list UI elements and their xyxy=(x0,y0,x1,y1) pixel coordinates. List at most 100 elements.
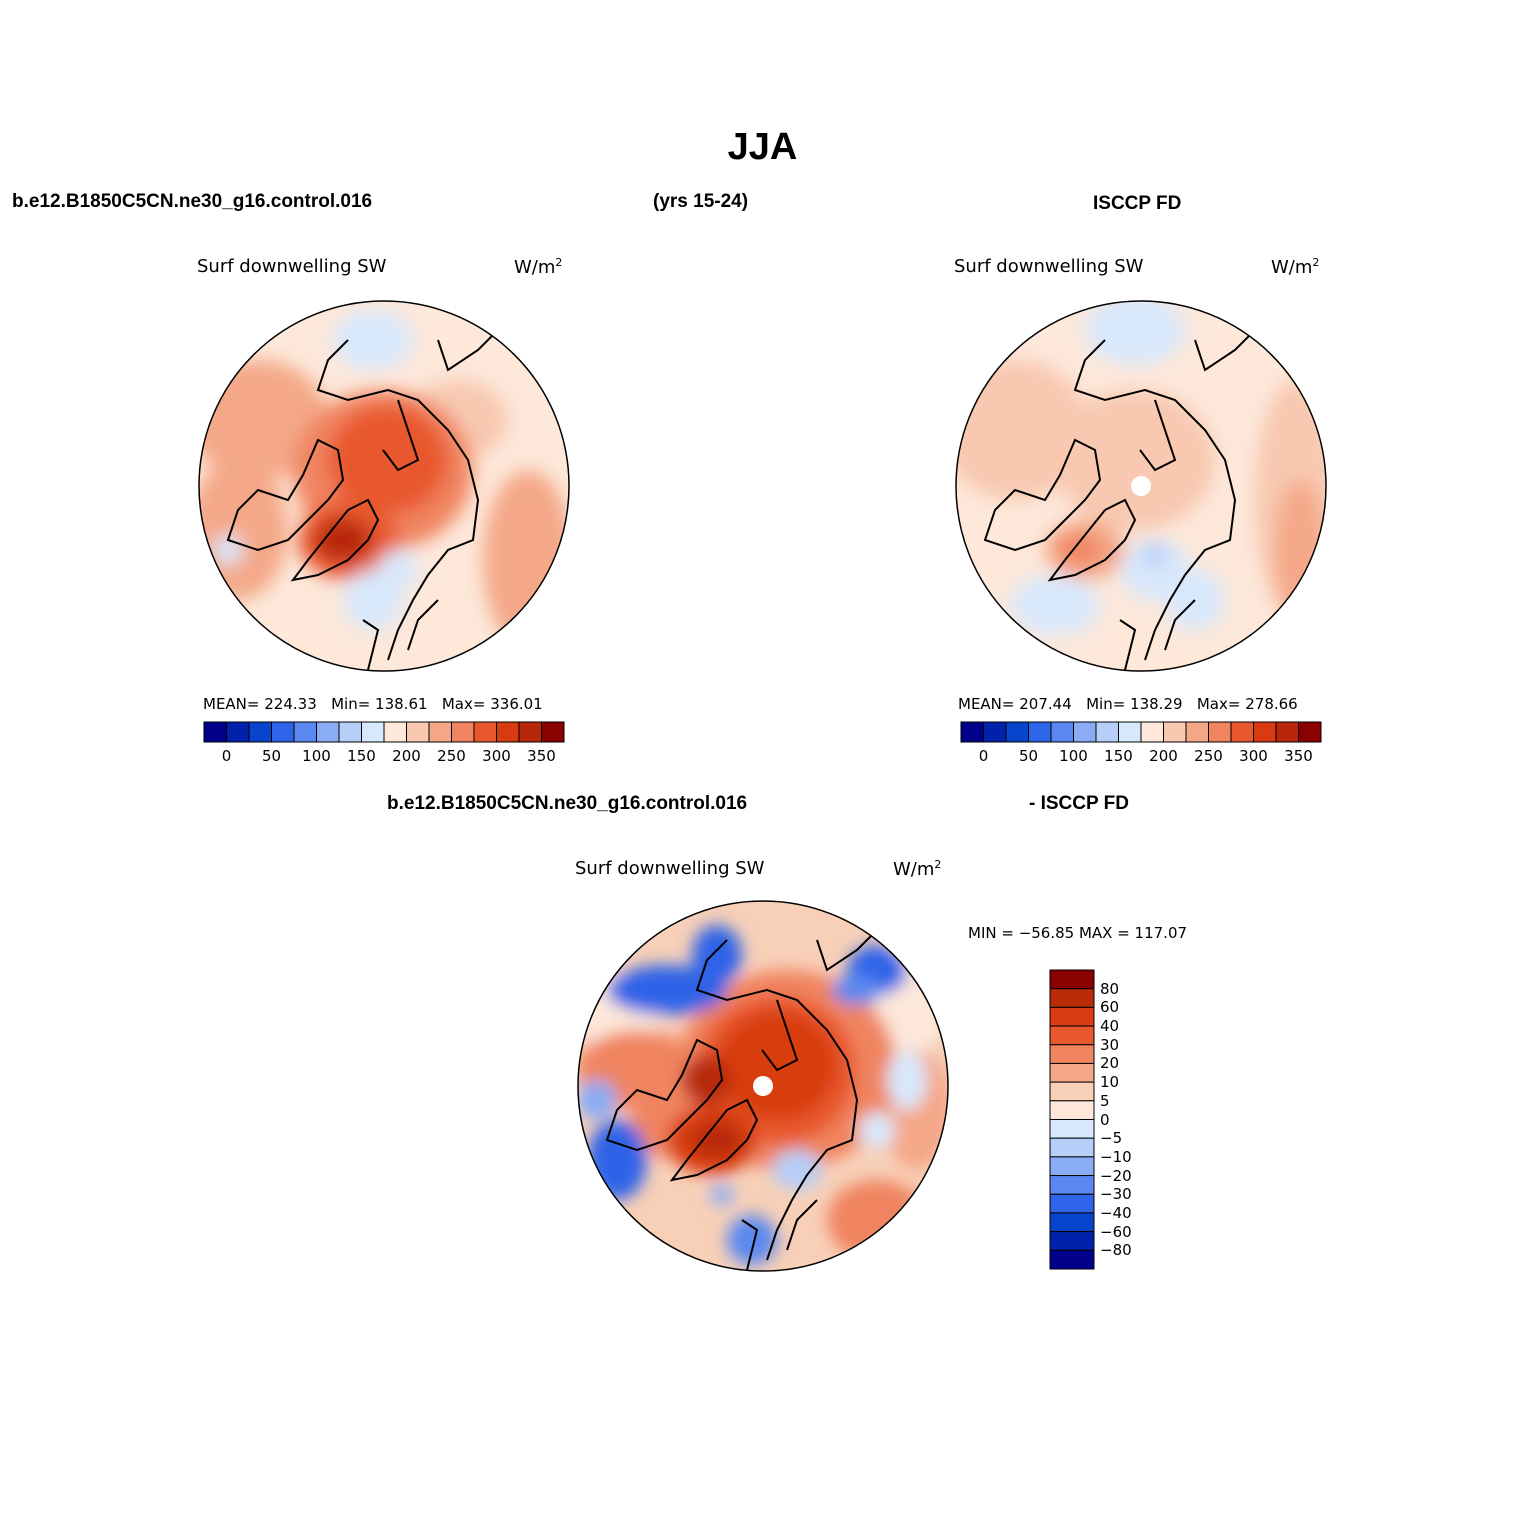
colorbar-tick-label: 5 xyxy=(1100,1091,1110,1110)
colorbar-tick-label: 0 xyxy=(1100,1110,1110,1129)
colorbar-tick-label: −10 xyxy=(1100,1147,1132,1166)
colorbar-tick-label: −5 xyxy=(1100,1129,1123,1148)
colorbar-swatch xyxy=(1049,969,1095,990)
colorbar-tick-label: 300 xyxy=(1239,747,1268,765)
model-polar-map xyxy=(198,300,570,672)
colorbar-swatch xyxy=(428,721,452,743)
colorbar-swatch xyxy=(1049,1212,1095,1233)
obs-colorbar xyxy=(960,721,1322,743)
main-title: JJA xyxy=(727,126,798,168)
colorbar-tick-label: 150 xyxy=(347,747,376,765)
model-case-header: b.e12.B1850C5CN.ne30_g16.control.016 xyxy=(12,191,373,212)
diff-variable-title: Surf downwelling SW xyxy=(575,858,765,879)
colorbar-tick-label: 80 xyxy=(1100,979,1120,998)
colorbar-swatch xyxy=(1049,1193,1095,1214)
colorbar-swatch xyxy=(541,721,565,743)
diff-polar-map xyxy=(577,900,949,1272)
diff-units: W/m2 xyxy=(893,858,942,880)
colorbar-tick-label: 20 xyxy=(1100,1054,1120,1073)
colorbar-swatch xyxy=(1049,1025,1095,1046)
colorbar-swatch xyxy=(1049,1044,1095,1064)
colorbar-swatch xyxy=(1118,721,1142,743)
obs-polar-map xyxy=(955,300,1327,672)
diff-minmax: MIN = −56.85 MAX = 117.07 xyxy=(968,924,1188,942)
colorbar-tick-label: 0 xyxy=(221,747,232,765)
model-units: W/m2 xyxy=(514,256,563,278)
colorbar-tick-label: 0 xyxy=(978,747,989,765)
colorbar-tick-label: −80 xyxy=(1100,1241,1132,1260)
colorbar-swatch xyxy=(518,721,542,743)
colorbar-swatch xyxy=(496,721,520,743)
diff-model-header: b.e12.B1850C5CN.ne30_g16.control.016 xyxy=(387,793,748,814)
colorbar-swatch xyxy=(1050,721,1074,743)
colorbar-swatch xyxy=(1049,1137,1095,1158)
colorbar-swatch xyxy=(1140,721,1164,743)
colorbar-swatch xyxy=(271,721,295,743)
colorbar-tick-label: 50 xyxy=(1018,747,1039,765)
colorbar-tick-label: 30 xyxy=(1100,1035,1120,1054)
colorbar-swatch xyxy=(1049,988,1095,1008)
colorbar-swatch xyxy=(226,721,250,743)
obs-units: W/m2 xyxy=(1271,256,1320,278)
colorbar-tick-label: −60 xyxy=(1100,1222,1132,1241)
model-stats: MEAN= 224.33 Min= 138.61 Max= 336.01 xyxy=(203,695,543,713)
colorbar-swatch xyxy=(1049,1249,1095,1270)
obs-header: ISCCP FD xyxy=(1093,193,1182,214)
colorbar-swatch xyxy=(1049,1175,1095,1195)
colorbar-tick-label: 50 xyxy=(261,747,282,765)
colorbar-tick-label: 200 xyxy=(392,747,421,765)
colorbar-swatch xyxy=(1049,1231,1095,1251)
colorbar-tick-label: 250 xyxy=(437,747,466,765)
colorbar-swatch xyxy=(1049,1100,1095,1120)
colorbar-swatch xyxy=(1230,721,1254,743)
colorbar-swatch xyxy=(1073,721,1097,743)
colorbar-swatch xyxy=(1049,1006,1095,1027)
years-header: (yrs 15-24) xyxy=(653,191,749,212)
colorbar-swatch xyxy=(1208,721,1232,743)
colorbar-swatch xyxy=(1049,1156,1095,1177)
colorbar-swatch xyxy=(983,721,1007,743)
colorbar-tick-label: 100 xyxy=(1059,747,1088,765)
colorbar-swatch xyxy=(1275,721,1299,743)
colorbar-swatch xyxy=(406,721,430,743)
colorbar-tick-label: 350 xyxy=(527,747,556,765)
colorbar-tick-label: 350 xyxy=(1284,747,1313,765)
obs-stats: MEAN= 207.44 Min= 138.29 Max= 278.66 xyxy=(958,695,1298,713)
colorbar-swatch xyxy=(1028,721,1052,743)
colorbar-swatch xyxy=(960,721,984,743)
colorbar-swatch xyxy=(203,721,227,743)
colorbar-tick-label: 200 xyxy=(1149,747,1178,765)
colorbar-swatch xyxy=(451,721,475,743)
colorbar-swatch xyxy=(1095,721,1119,743)
colorbar-swatch xyxy=(1253,721,1277,743)
model-variable-title: Surf downwelling SW xyxy=(197,256,387,277)
diff-colorbar xyxy=(1049,969,1095,1270)
colorbar-swatch xyxy=(473,721,497,743)
colorbar-tick-label: 300 xyxy=(482,747,511,765)
colorbar-swatch xyxy=(1049,1081,1095,1102)
colorbar-swatch xyxy=(1049,1062,1095,1083)
colorbar-swatch xyxy=(338,721,362,743)
colorbar-tick-label: −30 xyxy=(1100,1185,1132,1204)
colorbar-swatch xyxy=(1049,1119,1095,1139)
colorbar-swatch xyxy=(1005,721,1029,743)
colorbar-swatch xyxy=(383,721,407,743)
colorbar-tick-label: −40 xyxy=(1100,1203,1132,1222)
colorbar-swatch xyxy=(248,721,272,743)
colorbar-swatch xyxy=(1163,721,1187,743)
colorbar-swatch xyxy=(361,721,385,743)
model-colorbar xyxy=(203,721,565,743)
colorbar-swatch xyxy=(1185,721,1209,743)
colorbar-tick-label: 40 xyxy=(1100,1017,1120,1036)
colorbar-tick-label: 100 xyxy=(302,747,331,765)
colorbar-swatch xyxy=(293,721,317,743)
colorbar-tick-label: 250 xyxy=(1194,747,1223,765)
colorbar-tick-label: −20 xyxy=(1100,1166,1132,1185)
colorbar-tick-label: 10 xyxy=(1100,1073,1120,1092)
obs-variable-title: Surf downwelling SW xyxy=(954,256,1144,277)
colorbar-tick-label: 150 xyxy=(1104,747,1133,765)
colorbar-swatch xyxy=(316,721,340,743)
diff-obs-header: - ISCCP FD xyxy=(1029,793,1129,814)
colorbar-swatch xyxy=(1298,721,1322,743)
colorbar-tick-label: 60 xyxy=(1100,998,1120,1017)
